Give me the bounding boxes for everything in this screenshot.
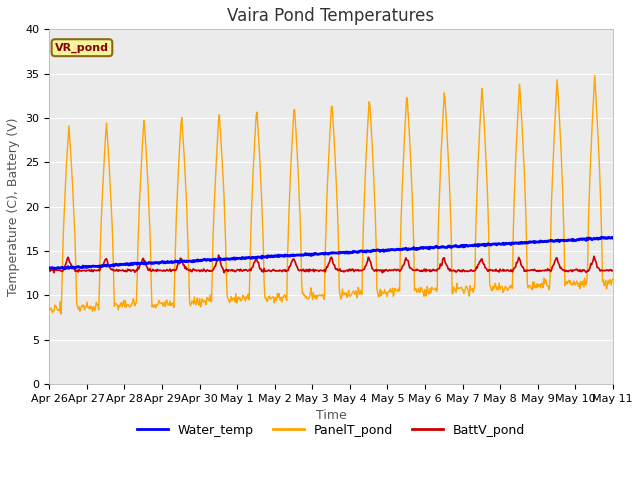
Y-axis label: Temperature (C), Battery (V): Temperature (C), Battery (V) — [7, 118, 20, 296]
X-axis label: Time: Time — [316, 409, 346, 422]
Title: Vaira Pond Temperatures: Vaira Pond Temperatures — [227, 7, 435, 25]
Text: VR_pond: VR_pond — [55, 43, 109, 53]
Legend: Water_temp, PanelT_pond, BattV_pond: Water_temp, PanelT_pond, BattV_pond — [132, 419, 531, 442]
